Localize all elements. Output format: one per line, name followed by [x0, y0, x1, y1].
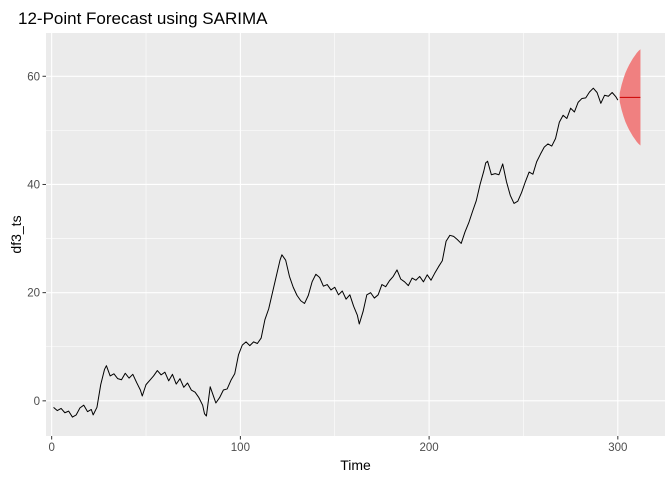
x-tick-label: 100	[231, 442, 250, 454]
x-tick-label: 0	[48, 442, 54, 454]
y-tick-label: 40	[27, 179, 40, 191]
x-tick-label: 300	[608, 442, 627, 454]
y-tick-label: 0	[34, 396, 40, 408]
grid-lines	[46, 33, 665, 436]
x-axis-label: Time	[340, 457, 371, 473]
series-line-0	[53, 87, 619, 418]
y-tick-label: 20	[27, 288, 40, 300]
series-layer	[53, 87, 641, 418]
y-axis-label: df3_ts	[8, 215, 24, 253]
plot-panel	[46, 33, 665, 436]
y-tick-label: 60	[27, 71, 40, 83]
x-tick-label: 200	[420, 442, 439, 454]
chart-title: 12-Point Forecast using SARIMA	[18, 9, 268, 28]
axes: 0 100 200 300 0 20 40 60	[27, 71, 627, 454]
